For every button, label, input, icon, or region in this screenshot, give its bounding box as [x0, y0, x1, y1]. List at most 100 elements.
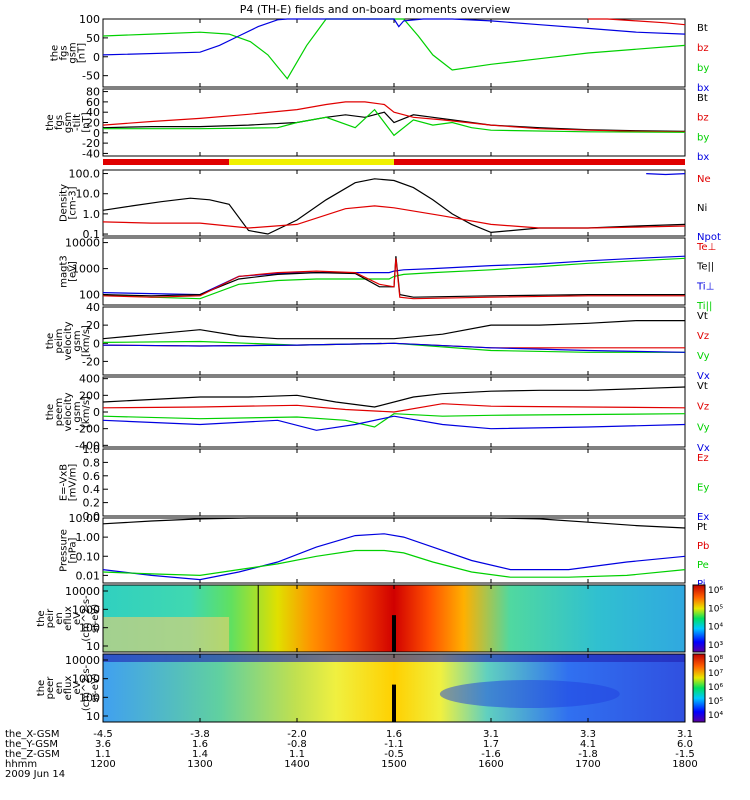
y-axis-label: gsm: [68, 42, 79, 63]
y-tick-label: 0: [93, 127, 100, 140]
legend-label: Vx: [697, 443, 710, 454]
legend-label: by: [697, 132, 709, 143]
date-label: 2009 Jun 14: [5, 769, 65, 780]
legend-label: Te||: [696, 262, 714, 273]
series-line-Vy: [102, 413, 686, 428]
ephemeris-value: 4.1: [580, 739, 596, 750]
panel-frame: [102, 517, 686, 584]
ephemeris-value: 1700: [575, 759, 600, 770]
y-axis-label: velocity: [63, 392, 74, 431]
panel-10: 10⁸ 10⁷ 10⁶ 10⁵ 10⁴ 10000 1000 100 10 thepeerenef…: [36, 653, 723, 723]
y-axis-label: fgs: [54, 115, 65, 130]
y-axis-label: [nT]: [77, 43, 88, 63]
legend-label: Vz: [697, 331, 709, 342]
colorbar-tick-label: 10⁶: [708, 683, 723, 693]
y-tick-label: 0.10: [76, 550, 101, 563]
series-line-Vt: [102, 386, 686, 408]
series-line-Bt: [102, 111, 686, 132]
y-axis-label: the: [50, 45, 61, 61]
legend-label: bz: [697, 113, 709, 124]
colorbar: [692, 653, 706, 723]
legend-label: Ey: [697, 483, 709, 494]
y-axis-label: Pressure: [59, 529, 70, 572]
legend-label: Vt: [697, 381, 708, 392]
y-tick-label: 0.6: [83, 470, 101, 483]
ephemeris-value: -1.5: [675, 749, 695, 760]
y-axis-label: E=-VxB: [59, 464, 70, 501]
legend-label: Ex: [697, 512, 709, 523]
y-axis-label: the: [45, 404, 56, 420]
legend-label: Vy: [697, 422, 710, 433]
ephemeris-value: 3.1: [677, 729, 693, 740]
y-tick-label: -50: [82, 70, 100, 83]
y-tick-label: -20: [82, 355, 100, 368]
series-line-by: [103, 108, 686, 137]
y-axis-label: [eV]: [68, 261, 79, 282]
ephemeris-value: -3.8: [190, 729, 210, 740]
y-axis-label: the: [45, 114, 56, 130]
series-line-Vz: [102, 403, 686, 413]
legend-label: Vz: [697, 402, 709, 413]
ephemeris-value: 6.0: [677, 739, 693, 750]
y-axis-label: eflux: [63, 606, 74, 631]
series-line-Pe: [102, 549, 686, 578]
mode-bar: [103, 159, 685, 165]
y-axis-label: [nT]: [81, 112, 92, 132]
legend-label: Pt: [697, 522, 707, 533]
y-tick-label: 50: [86, 32, 100, 45]
ephemeris-value: -2.0: [287, 729, 307, 740]
mode-bar-slow: [103, 159, 230, 165]
y-tick-label: 1000: [72, 263, 100, 276]
ephemeris-row-label: the_Z-GSM: [5, 749, 60, 760]
y-tick-label: 10: [86, 710, 100, 723]
ephemeris-value: 1.6: [192, 739, 208, 750]
series-line-Ne: [102, 205, 686, 229]
y-axis-label: fgs: [59, 45, 70, 60]
ephemeris-value: 1600: [478, 759, 503, 770]
ephemeris-value: -0.8: [287, 739, 307, 750]
y-tick-label: 0: [93, 337, 100, 350]
ephemeris-value: 1.1: [95, 749, 111, 760]
y-tick-label: 80: [86, 86, 100, 99]
series-line-Ti⊥: [102, 255, 686, 296]
legend-label: bx: [697, 152, 709, 163]
spectrogram-lowenergy-patch: [103, 617, 230, 652]
y-tick-label: 0.0: [83, 510, 101, 523]
series-line-Pt: [102, 517, 686, 529]
panel-frame: [102, 448, 686, 517]
y-tick-label: -20: [82, 137, 100, 150]
series-line-Pi: [102, 533, 686, 581]
y-tick-label: 20: [86, 117, 100, 130]
ephemeris-value: 1.7: [483, 739, 499, 750]
y-tick-label: 0.4: [83, 483, 101, 496]
y-axis-label: en: [54, 612, 65, 625]
series-line-Vx: [102, 342, 686, 353]
y-axis-label: the: [36, 610, 47, 626]
y-axis-label: eflux: [63, 676, 74, 701]
series-line-Npot: [646, 173, 686, 176]
y-axis-label: velocity: [63, 321, 74, 360]
y-axis-label: sr-eV): [90, 604, 101, 633]
legend-label: Vx: [697, 371, 710, 382]
y-axis-label: gsm: [63, 112, 74, 133]
series-line-bx: [102, 18, 686, 56]
y-tick-label: 1000: [72, 673, 100, 686]
y-axis-label: [km/s]: [81, 325, 92, 357]
legend-label: Ne: [697, 174, 711, 185]
ephemeris-row-label: the_Y-GSM: [5, 739, 58, 750]
y-tick-label: 1.0: [83, 208, 101, 221]
ephemeris-value: 1300: [187, 759, 212, 770]
panel-7: 1.00.80.60.40.20.0 E=-VxB[mV/m] Ez Ey Ex: [59, 443, 710, 523]
ephemeris-value: 1400: [284, 759, 309, 770]
y-axis-label: Density: [59, 184, 70, 222]
y-tick-label: 10000: [65, 585, 100, 598]
spectrogram-blue-region: [439, 680, 620, 708]
legend-label: Pe: [697, 560, 709, 571]
y-tick-label: 0.8: [83, 456, 101, 469]
ephemeris-value: -1.1: [384, 739, 404, 750]
legend-label: Ez: [697, 453, 709, 464]
legend-label: Vt: [697, 311, 708, 322]
